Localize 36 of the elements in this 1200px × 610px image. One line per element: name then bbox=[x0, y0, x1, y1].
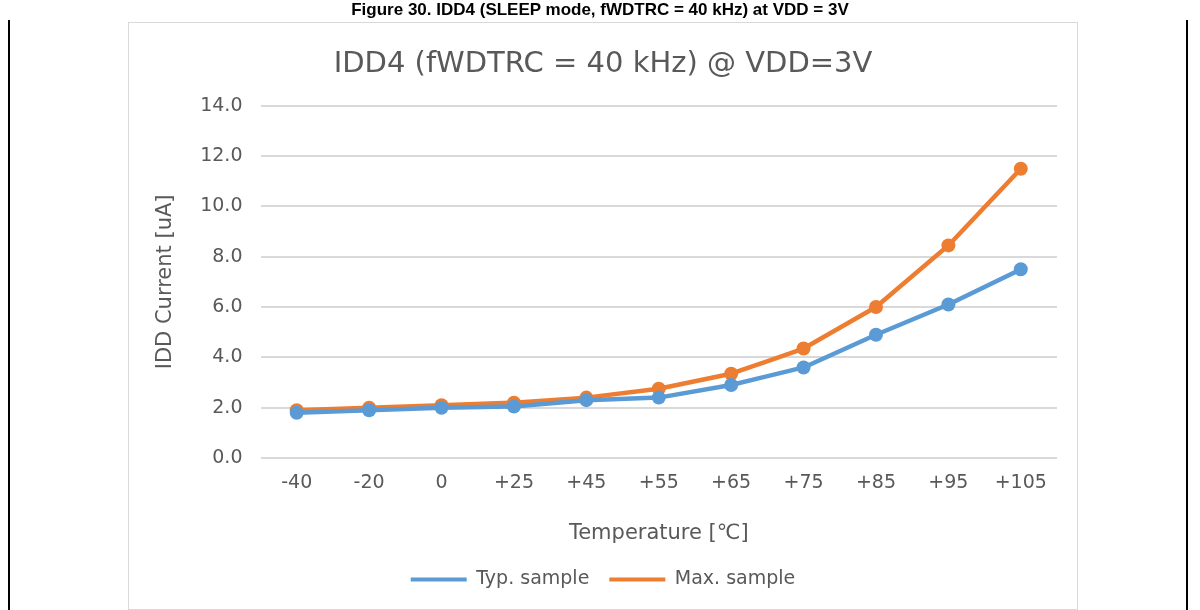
point bbox=[941, 297, 956, 312]
x-tick-label: +25 bbox=[493, 470, 534, 493]
x-tick-label: +65 bbox=[711, 470, 752, 493]
x-tick-label: -20 bbox=[353, 470, 385, 493]
point bbox=[1013, 161, 1028, 176]
point bbox=[868, 300, 883, 315]
y-tick-label: 10.0 bbox=[200, 193, 243, 216]
caption: Figure 30. IDD4 (SLEEP mode, fWDTRC = 40 kHz) at VDD = 3V bbox=[0, 0, 1200, 20]
y-axis-title: IDD Current [uA] bbox=[152, 194, 177, 370]
x-tick-label: +55 bbox=[638, 470, 679, 493]
legend-label: Typ. sample bbox=[475, 566, 590, 589]
point bbox=[941, 238, 956, 253]
x-tick-label: +105 bbox=[994, 470, 1047, 493]
y-tick-label: 14.0 bbox=[200, 92, 243, 115]
x-tick-label: +95 bbox=[928, 470, 969, 493]
y-tick-label: 6.0 bbox=[212, 293, 243, 316]
x-tick-label: +85 bbox=[855, 470, 897, 493]
x-axis-title: Temperature [℃] bbox=[567, 519, 749, 544]
point bbox=[506, 399, 521, 414]
point bbox=[796, 360, 811, 375]
point bbox=[1013, 262, 1028, 277]
point bbox=[868, 327, 883, 342]
legend-label: Max. sample bbox=[674, 566, 796, 589]
y-tick-label: 8.0 bbox=[212, 243, 243, 266]
point bbox=[724, 378, 739, 393]
chart-title: IDD4 (fWDTRC = 40 kHz) @ VDD=3V bbox=[333, 44, 873, 79]
point bbox=[651, 390, 666, 405]
y-tick-label: 0.0 bbox=[212, 444, 243, 467]
x-tick-label: +45 bbox=[566, 470, 607, 493]
x-tick-label: 0 bbox=[435, 470, 448, 493]
x-tick-label: -40 bbox=[281, 470, 313, 493]
y-tick-label: 12.0 bbox=[200, 143, 243, 166]
y-tick-label: 4.0 bbox=[212, 344, 243, 367]
point bbox=[796, 341, 811, 356]
x-tick-label: +75 bbox=[783, 470, 824, 493]
y-tick-label: 2.0 bbox=[212, 394, 243, 417]
